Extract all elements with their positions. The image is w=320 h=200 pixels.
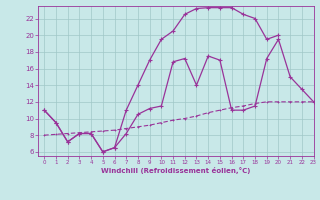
X-axis label: Windchill (Refroidissement éolien,°C): Windchill (Refroidissement éolien,°C) xyxy=(101,167,251,174)
